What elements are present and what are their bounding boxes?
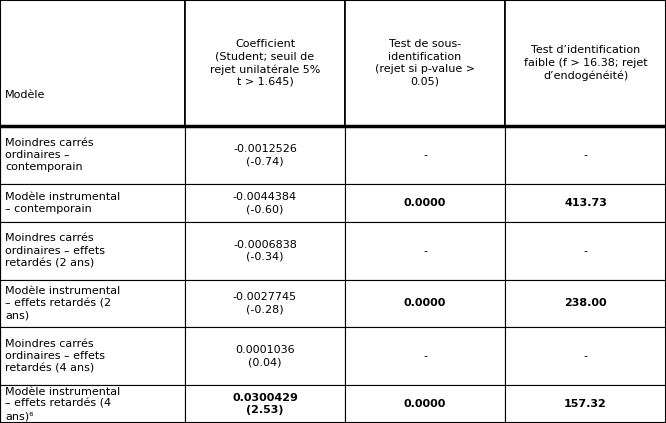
Bar	[0, 280, 185, 327]
Text: 238.00: 238.00	[564, 298, 607, 308]
Bar	[345, 385, 505, 423]
Bar	[345, 0, 505, 126]
Bar	[185, 222, 345, 280]
Bar	[505, 327, 666, 385]
Text: Moindres carrés
ordinaires – effets
retardés (4 ans): Moindres carrés ordinaires – effets reta…	[5, 339, 105, 374]
Text: 413.73: 413.73	[564, 198, 607, 208]
Bar	[185, 327, 345, 385]
Text: 0.0001036
(0.04): 0.0001036 (0.04)	[235, 345, 295, 367]
Bar	[0, 0, 185, 126]
Text: -: -	[583, 246, 587, 256]
Bar	[0, 327, 185, 385]
Bar	[505, 0, 666, 126]
Text: 0.0300429
(2.53): 0.0300429 (2.53)	[232, 393, 298, 415]
Text: -: -	[583, 351, 587, 361]
Text: 0.0000: 0.0000	[404, 298, 446, 308]
Text: Moindres carrés
ordinaires – effets
retardés (2 ans): Moindres carrés ordinaires – effets reta…	[5, 233, 105, 268]
Text: -0.0027745
(-0.28): -0.0027745 (-0.28)	[233, 292, 297, 315]
Bar	[185, 184, 345, 222]
Text: 0.0000: 0.0000	[404, 198, 446, 208]
Bar	[345, 184, 505, 222]
Bar	[185, 126, 345, 184]
Text: Modèle instrumental
– effets retardés (4
ans)⁶: Modèle instrumental – effets retardés (4…	[5, 387, 121, 421]
Bar	[505, 184, 666, 222]
Bar	[185, 385, 345, 423]
Text: -0.0012526
(-0.74): -0.0012526 (-0.74)	[233, 144, 297, 166]
Bar	[0, 126, 185, 184]
Bar	[345, 327, 505, 385]
Text: -: -	[583, 150, 587, 160]
Bar	[345, 280, 505, 327]
Text: Test de sous-
identification
(rejet si p-value >
0.05): Test de sous- identification (rejet si p…	[375, 39, 475, 87]
Text: -0.0006838
(-0.34): -0.0006838 (-0.34)	[233, 239, 297, 262]
Bar	[505, 126, 666, 184]
Bar	[345, 222, 505, 280]
Text: Test d’identification
faible (f > 16.38; rejet
d’endogénéité): Test d’identification faible (f > 16.38;…	[523, 45, 647, 81]
Bar	[0, 385, 185, 423]
Bar	[505, 280, 666, 327]
Text: Moindres carrés
ordinaires –
contemporain: Moindres carrés ordinaires – contemporai…	[5, 137, 94, 172]
Text: -0.0044384
(-0.60): -0.0044384 (-0.60)	[233, 192, 297, 214]
Bar	[505, 385, 666, 423]
Bar	[0, 184, 185, 222]
Text: -: -	[423, 246, 427, 256]
Text: -: -	[423, 150, 427, 160]
Text: Coefficient
(Student; seuil de
rejet unilatérale 5%
t > 1.645): Coefficient (Student; seuil de rejet uni…	[210, 39, 320, 87]
Text: Modèle instrumental
– effets retardés (2
ans): Modèle instrumental – effets retardés (2…	[5, 286, 121, 321]
Text: -: -	[423, 351, 427, 361]
Text: 157.32: 157.32	[564, 399, 607, 409]
Bar	[0, 222, 185, 280]
Bar	[185, 280, 345, 327]
Bar	[505, 222, 666, 280]
Text: Modèle instrumental
– contemporain: Modèle instrumental – contemporain	[5, 192, 121, 214]
Text: 0.0000: 0.0000	[404, 399, 446, 409]
Bar	[185, 0, 345, 126]
Bar	[345, 126, 505, 184]
Text: Modèle: Modèle	[5, 90, 45, 99]
